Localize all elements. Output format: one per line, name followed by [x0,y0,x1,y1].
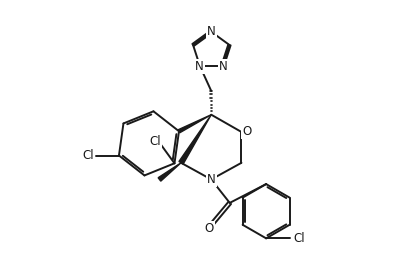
Text: O: O [204,222,214,235]
Polygon shape [158,163,181,181]
Text: Cl: Cl [149,135,161,148]
Text: Cl: Cl [293,232,305,245]
Text: Cl: Cl [82,149,94,162]
Text: N: N [207,25,216,38]
Text: N: N [219,60,227,73]
Text: O: O [242,125,252,139]
Polygon shape [178,115,211,133]
Text: N: N [195,60,204,73]
Text: N: N [207,173,216,186]
Polygon shape [179,115,211,164]
